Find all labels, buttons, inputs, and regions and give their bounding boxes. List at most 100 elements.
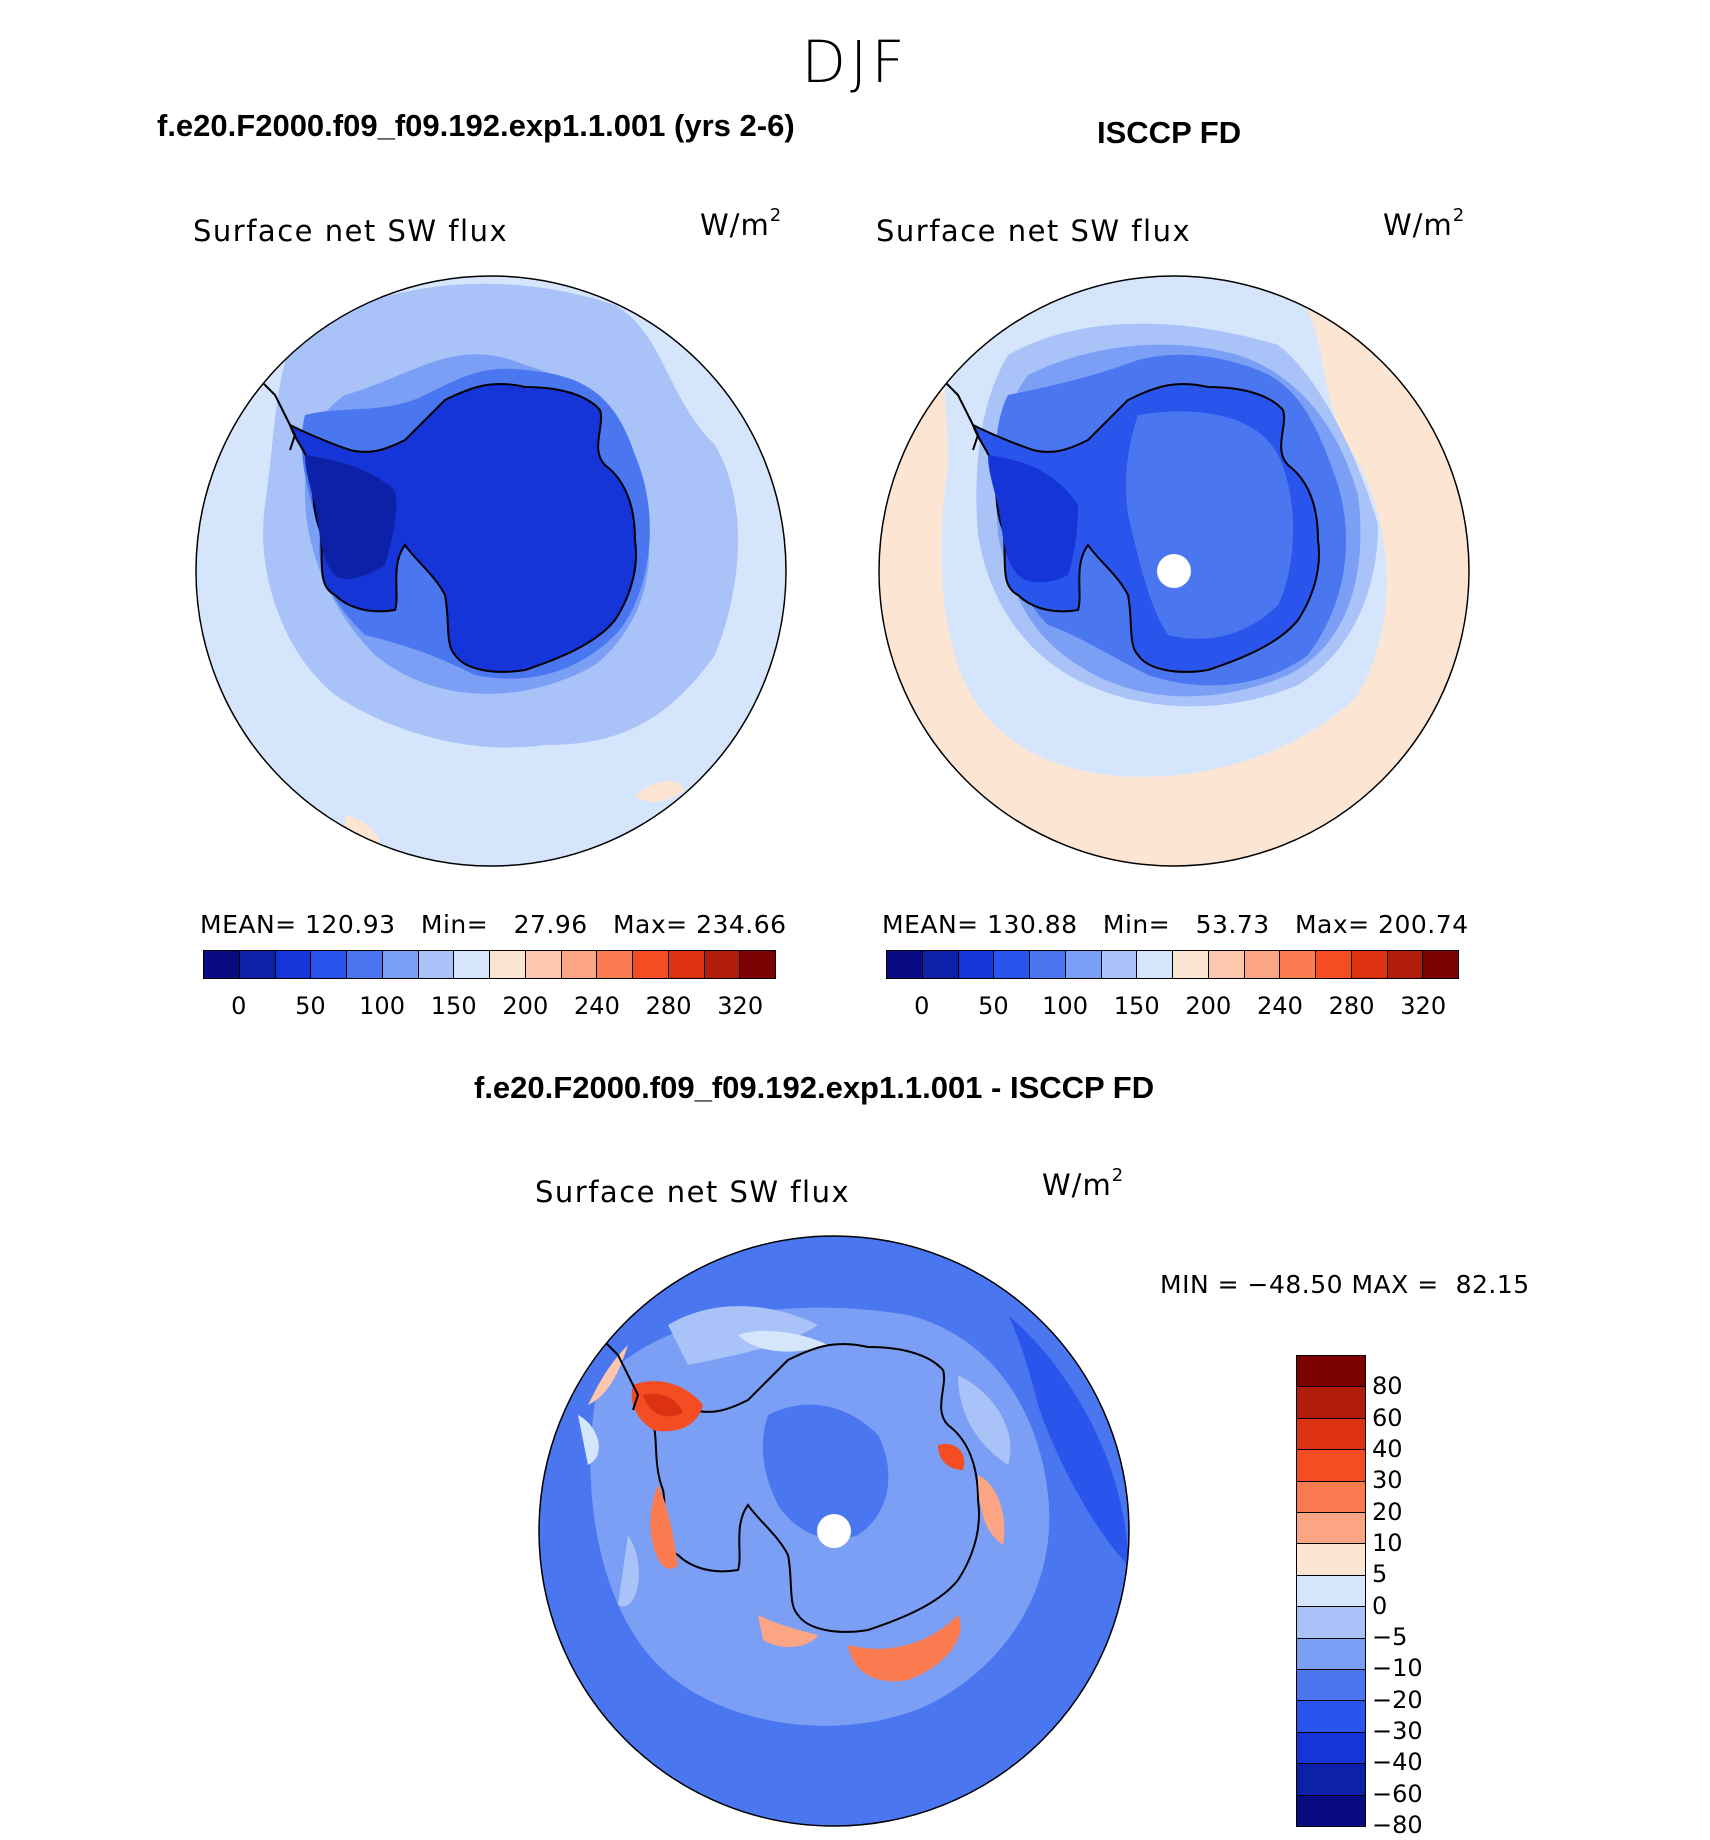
west-tip-dark (196, 415, 215, 455)
east-ocean-dark (1008, 1315, 1128, 1565)
model-colorbar-boxes (203, 950, 776, 979)
colorbar-tick-label: 20 (1372, 1497, 1403, 1526)
colorbar-tick-label: −40 (1372, 1748, 1423, 1777)
colorbar-tick-label: 80 (1372, 1372, 1403, 1401)
colorbar-tick-label: 0 (914, 992, 930, 1020)
model-case-title: f.e20.F2000.f09_f09.192.exp1.1.001 (yrs … (157, 108, 795, 143)
colorbar-box (1316, 951, 1352, 978)
west-antarctica-dark (305, 455, 397, 580)
colorbar-box (1297, 1356, 1365, 1388)
colorbar-box (740, 951, 775, 978)
colorbar-box (704, 951, 741, 978)
colorbar-box (418, 951, 455, 978)
west-antarctica-dark (988, 455, 1078, 583)
difference-title: f.e20.F2000.f09_f09.192.exp1.1.001 - ISC… (474, 1070, 1155, 1105)
difference-colorbar-boxes (1296, 1355, 1366, 1827)
colorbar-box (561, 951, 598, 978)
pos-nw (588, 1345, 628, 1405)
obs-colorbar-boxes (886, 950, 1459, 979)
colorbar-box (1297, 1387, 1365, 1419)
difference-colorbar-ticks: 80 60 40 30 20 10 5 0 −5 −10 −20 −30 −40 −60 −80 (1372, 1355, 1452, 1839)
west-tip-dark (879, 415, 898, 455)
colorbar-box (239, 951, 276, 978)
colorbar-box (1297, 1795, 1365, 1827)
colorbar-tick-label: −10 (1372, 1654, 1423, 1683)
model-colorbar-ticks: 0 50 100 150 200 240 280 320 (203, 992, 776, 1022)
colorbar-tick-label: −30 (1372, 1717, 1423, 1745)
colorbar-tick-label: 100 (359, 992, 405, 1020)
colorbar-tick-label: 150 (1113, 992, 1160, 1020)
colorbar-box (922, 951, 959, 978)
model-stats: MEAN= 120.93 Min= 27.96 Max= 234.66 (200, 910, 787, 939)
pole-hole (1157, 554, 1191, 588)
diff-variable-title: Surface net SW flux (535, 1175, 851, 1209)
colorbar-tick-label: 240 (1257, 992, 1303, 1020)
colorbar-box (454, 951, 490, 978)
model-colorbar (203, 950, 776, 979)
colorbar-box (1423, 951, 1458, 978)
difference-colorbar (1296, 1355, 1366, 1827)
colorbar-tick-label: −5 (1372, 1623, 1408, 1651)
colorbar-box (1297, 1418, 1365, 1451)
colorbar-tick-label: 100 (1042, 992, 1088, 1020)
pos-east-coast-1 (978, 1475, 1005, 1545)
colorbar-box (1297, 1450, 1365, 1482)
colorbar-box (1065, 951, 1102, 978)
peninsula-coast (602, 1339, 640, 1411)
left-variable-title: Surface net SW flux (193, 214, 509, 248)
colorbar-tick-label: 200 (502, 992, 549, 1020)
colorbar-tick-label: 320 (717, 992, 764, 1020)
colorbar-tick-label: 30 (1372, 1466, 1403, 1495)
colorbar-box (1297, 1670, 1365, 1702)
colorbar-tick-label: 320 (1400, 992, 1447, 1020)
colorbar-tick-label: 50 (978, 992, 1009, 1020)
colorbar-box (887, 951, 923, 978)
peninsula-coast (259, 379, 297, 451)
colorbar-box (204, 951, 240, 978)
pos-west-coast (650, 1485, 678, 1569)
colorbar-tick-label: 0 (1372, 1591, 1388, 1620)
colorbar-box (994, 951, 1030, 978)
colorbar-tick-label: −60 (1372, 1779, 1423, 1808)
colorbar-box (311, 951, 347, 978)
colorbar-box (525, 951, 562, 978)
colorbar-box (1297, 1701, 1365, 1733)
colorbar-box (1101, 951, 1138, 978)
colorbar-box (668, 951, 705, 978)
left-units: W/m2 (700, 205, 783, 242)
colorbar-box (275, 951, 312, 978)
model-polar-map (195, 275, 787, 867)
colorbar-box (1244, 951, 1281, 978)
colorbar-tick-label: 10 (1372, 1529, 1403, 1557)
colorbar-box (597, 951, 633, 978)
interior-negative (762, 1404, 889, 1539)
obs-colorbar (886, 950, 1459, 979)
colorbar-tick-label: 60 (1372, 1403, 1403, 1432)
orange-patch-2 (230, 335, 245, 370)
right-variable-title: Surface net SW flux (876, 214, 1192, 248)
colorbar-box (1297, 1513, 1365, 1545)
ring-0-patches (578, 1330, 828, 1465)
colorbar-box (1030, 951, 1066, 978)
season-title: DJF (801, 28, 909, 96)
colorbar-box (1297, 1607, 1365, 1639)
pos-east-coast-2 (938, 1444, 965, 1470)
peninsula-coast (942, 379, 980, 451)
pos-ross (758, 1615, 818, 1647)
obs-case-title: ISCCP FD (1097, 115, 1242, 150)
colorbar-box (347, 951, 383, 978)
colorbar-box (1297, 1638, 1365, 1671)
pos-south-coast (848, 1615, 961, 1682)
colorbar-box (1351, 951, 1388, 978)
colorbar-box (490, 951, 526, 978)
diff-minmax: MIN = −48.50 MAX = 82.15 (1160, 1270, 1530, 1299)
colorbar-tick-label: 150 (430, 992, 477, 1020)
pos-weddell-inner (643, 1393, 683, 1417)
colorbar-tick-label: −20 (1372, 1685, 1423, 1714)
colorbar-box (1280, 951, 1316, 978)
colorbar-box (1297, 1575, 1365, 1608)
obs-stats: MEAN= 130.88 Min= 53.73 Max= 200.74 (882, 910, 1469, 939)
obs-polar-map (878, 275, 1470, 867)
orange-patch-4 (635, 780, 685, 802)
obs-colorbar-ticks: 0 50 100 150 200 240 280 320 (886, 992, 1459, 1022)
